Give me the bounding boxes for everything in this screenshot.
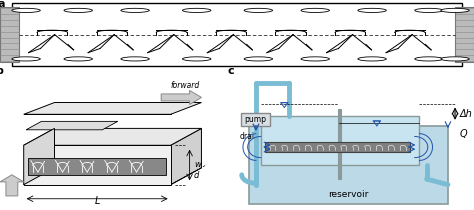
Circle shape	[441, 8, 469, 12]
Text: pump: pump	[244, 115, 266, 124]
Text: L: L	[94, 196, 100, 206]
Text: Δh: Δh	[460, 109, 473, 119]
Polygon shape	[24, 168, 201, 185]
Circle shape	[301, 8, 329, 12]
Polygon shape	[24, 128, 201, 145]
Circle shape	[244, 57, 273, 61]
Bar	[261, 116, 339, 165]
Text: forward: forward	[171, 81, 200, 90]
Bar	[249, 126, 448, 204]
Text: b: b	[0, 67, 3, 76]
Circle shape	[301, 57, 329, 61]
Circle shape	[12, 8, 40, 12]
Circle shape	[182, 8, 211, 12]
Circle shape	[441, 57, 469, 61]
Bar	[339, 116, 419, 165]
FancyBboxPatch shape	[240, 113, 270, 126]
Circle shape	[182, 57, 211, 61]
Polygon shape	[24, 128, 55, 185]
Polygon shape	[26, 121, 118, 130]
Circle shape	[244, 8, 273, 12]
Bar	[28, 158, 166, 175]
Polygon shape	[24, 102, 201, 114]
Circle shape	[64, 57, 92, 61]
Polygon shape	[161, 90, 201, 104]
Text: Q: Q	[460, 129, 467, 139]
Bar	[265, 142, 410, 152]
Text: a: a	[0, 0, 5, 9]
Text: drain: drain	[240, 132, 260, 141]
Text: c: c	[228, 67, 234, 76]
Text: d: d	[193, 171, 199, 180]
Bar	[337, 109, 341, 179]
Bar	[0, 7, 19, 62]
Circle shape	[415, 8, 443, 12]
Polygon shape	[171, 128, 201, 185]
Polygon shape	[0, 175, 24, 196]
Circle shape	[121, 57, 149, 61]
Circle shape	[12, 57, 40, 61]
Polygon shape	[24, 145, 171, 185]
Circle shape	[64, 8, 92, 12]
Circle shape	[415, 57, 443, 61]
Circle shape	[358, 8, 386, 12]
Bar	[455, 7, 474, 62]
Text: w: w	[194, 160, 201, 169]
Text: reservoir: reservoir	[328, 190, 369, 199]
Circle shape	[121, 8, 149, 12]
Circle shape	[358, 57, 386, 61]
